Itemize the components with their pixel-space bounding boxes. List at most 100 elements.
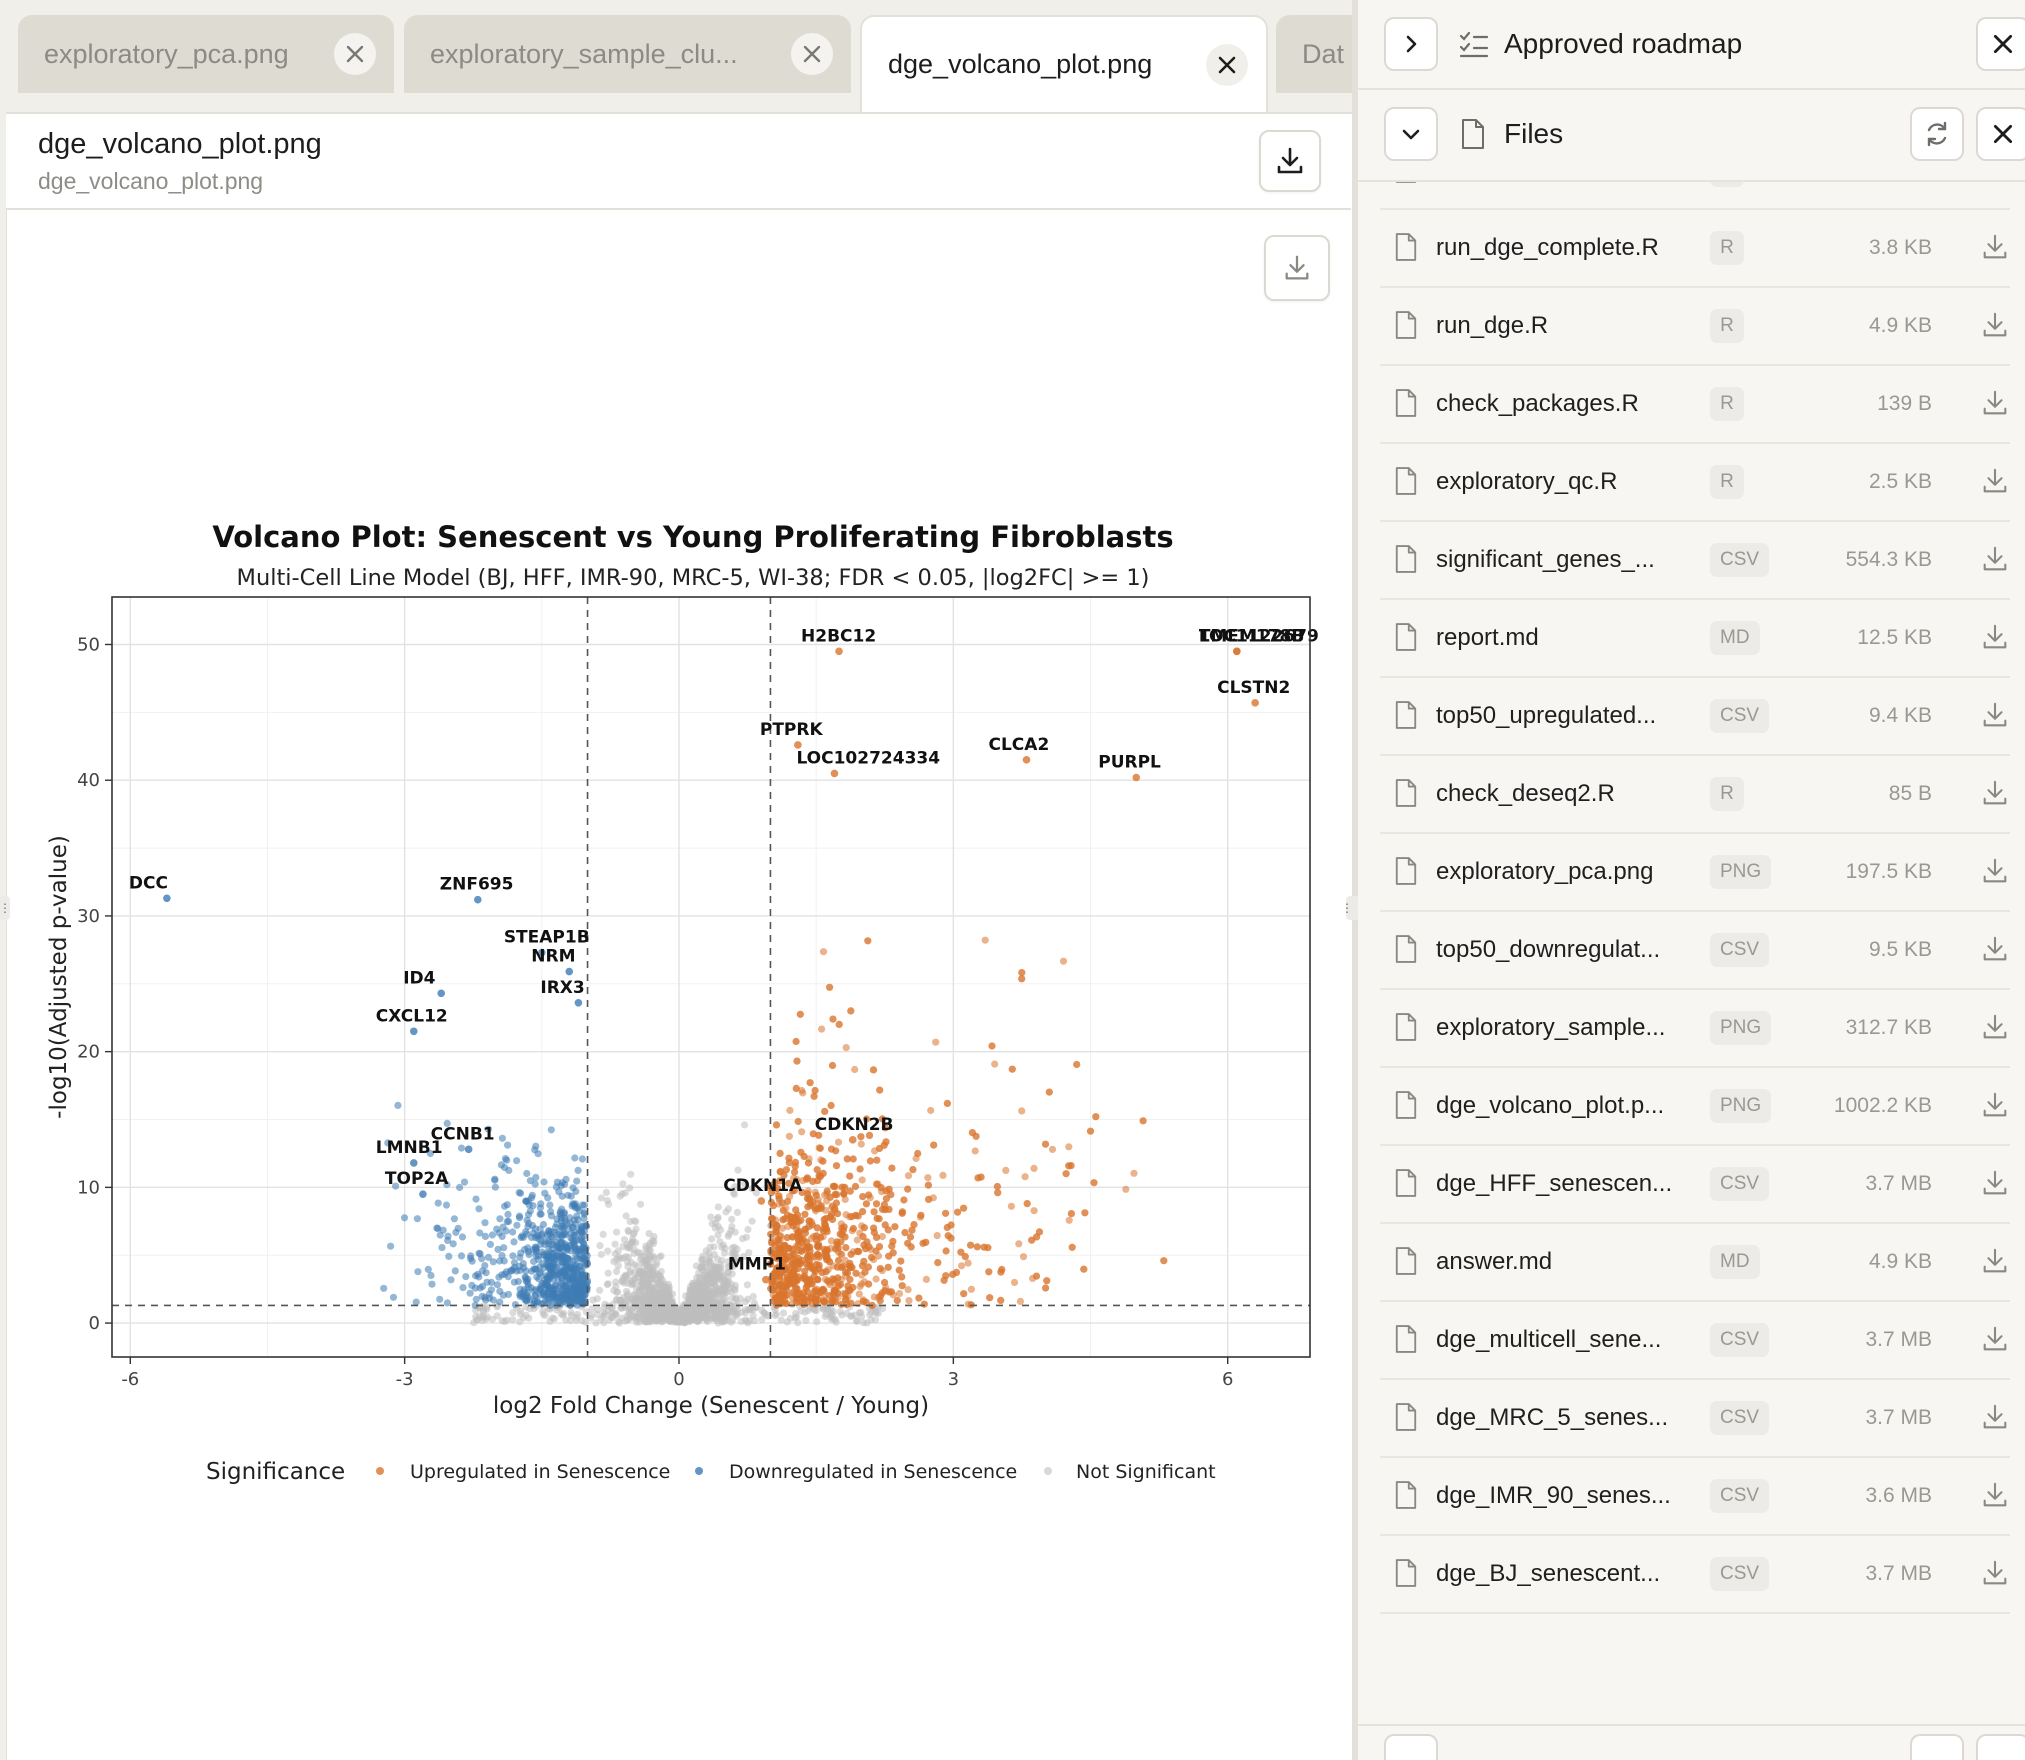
file-row[interactable]: dge_MRC_5_senes... CSV 3.7 MB	[1380, 1380, 2010, 1458]
point-downregulated	[380, 1284, 388, 1292]
download-icon[interactable]	[1980, 1324, 2010, 1359]
close-icon[interactable]	[1206, 43, 1248, 86]
file-row[interactable]: dge_IMR_90_senes... CSV 3.6 MB	[1380, 1458, 2010, 1536]
download-icon[interactable]	[1980, 1402, 2010, 1437]
download-icon[interactable]	[1980, 1558, 2010, 1593]
point-not-significant	[597, 1250, 605, 1259]
gene-label: CDKN2B	[815, 1115, 894, 1135]
point-upregulated	[831, 1190, 839, 1199]
point-downregulated	[457, 1252, 466, 1260]
image-download-button[interactable]	[1264, 235, 1330, 301]
point-downregulated	[538, 1300, 546, 1308]
point-downregulated	[516, 1291, 524, 1299]
gene-label: IRX3	[540, 978, 584, 998]
point-upregulated	[812, 1191, 820, 1199]
gene-label: MMP1	[728, 1255, 786, 1275]
point-not-significant	[619, 1180, 627, 1188]
drag-handle-icon[interactable]: ⋮	[0, 896, 11, 920]
point-not-significant	[587, 1314, 595, 1322]
point-not-significant	[567, 1317, 575, 1325]
tab-dge-volcano-plot[interactable]: dge_volcano_plot.png	[860, 15, 1268, 112]
close-icon[interactable]	[791, 33, 833, 75]
download-icon[interactable]	[1980, 1168, 2010, 1203]
file-row[interactable]: dge_multicell_sene... CSV 3.7 MB	[1380, 1302, 2010, 1380]
point-not-significant	[706, 1243, 714, 1251]
point-downregulated	[511, 1301, 519, 1309]
bottom-section-header	[1358, 1724, 2025, 1760]
point-upregulated	[1042, 1284, 1050, 1292]
download-icon[interactable]	[1980, 778, 2010, 813]
file-row[interactable]: top50_upregulated... CSV 9.4 KB	[1380, 678, 2010, 756]
close-icon[interactable]	[334, 33, 376, 75]
download-icon[interactable]	[1980, 934, 2010, 969]
point-downregulated	[496, 1215, 504, 1223]
point-downregulated	[487, 1286, 495, 1294]
point-not-significant	[560, 1309, 568, 1317]
file-row[interactable]: answer.md MD 4.9 KB	[1380, 1224, 2010, 1302]
download-button[interactable]	[1259, 130, 1321, 192]
close-roadmap-button[interactable]	[1976, 17, 2025, 71]
download-icon[interactable]	[1980, 466, 2010, 501]
download-icon[interactable]	[1980, 622, 2010, 657]
close-files-button[interactable]	[1976, 107, 2025, 161]
download-icon[interactable]	[1980, 700, 2010, 735]
point-downregulated	[487, 1278, 496, 1286]
point-not-significant	[621, 1303, 629, 1311]
point-downregulated	[536, 1204, 544, 1212]
point-upregulated	[855, 1290, 863, 1298]
point-upregulated	[1018, 975, 1026, 983]
point-not-significant	[730, 1251, 738, 1259]
file-row[interactable]: dge_BJ_senescent... CSV 3.7 MB	[1380, 1536, 2010, 1614]
point-upregulated	[859, 1193, 867, 1201]
refresh-files-button[interactable]	[1910, 107, 1964, 161]
expand-section-button[interactable]	[1384, 1734, 1438, 1760]
collapse-files-button[interactable]	[1384, 107, 1438, 161]
gene-label: CXCL12	[376, 1006, 448, 1026]
point-downregulated	[563, 1245, 571, 1253]
point-upregulated	[807, 1262, 815, 1270]
file-row[interactable]: run_dge_complete.R R 3.8 KB	[1380, 210, 2010, 288]
point-upregulated	[808, 1293, 816, 1301]
download-icon[interactable]	[1980, 1012, 2010, 1047]
file-row[interactable]: check_packages.R R 139 B	[1380, 366, 2010, 444]
close-section-button[interactable]	[1976, 1734, 2025, 1760]
file-type-badge: R	[1710, 777, 1744, 811]
tab-exploratory-pca[interactable]: exploratory_pca.png	[18, 15, 394, 93]
point-upregulated	[815, 1253, 823, 1261]
panel-splitter[interactable]	[1352, 0, 1358, 1760]
tab-exploratory-sample-clustering[interactable]: exploratory_sample_clu...	[404, 15, 851, 93]
point-upregulated	[828, 1061, 837, 1070]
download-icon[interactable]	[1980, 1090, 2010, 1125]
file-row[interactable]: top50_downregulat... CSV 9.5 KB	[1380, 912, 2010, 990]
expand-roadmap-button[interactable]	[1384, 17, 1438, 71]
file-row[interactable]: dge_volcano_plot.p... PNG 1002.2 KB	[1380, 1068, 2010, 1146]
file-row[interactable]: run_dge.R R 4.9 KB	[1380, 288, 2010, 366]
file-row[interactable]: dge_HFF_senescen... CSV 3.7 MB	[1380, 1146, 2010, 1224]
download-icon[interactable]	[1980, 232, 2010, 267]
point-not-significant	[727, 1318, 735, 1326]
refresh-section-button[interactable]	[1910, 1734, 1964, 1760]
point-upregulated	[849, 1155, 857, 1163]
point-not-significant	[620, 1236, 629, 1244]
download-icon[interactable]	[1980, 1480, 2010, 1515]
file-row[interactable]: check_deseq2.R R 85 B	[1380, 756, 2010, 834]
download-icon[interactable]	[1980, 856, 2010, 891]
download-icon[interactable]	[1980, 544, 2010, 579]
point-downregulated	[498, 1232, 506, 1241]
point-not-significant	[746, 1305, 754, 1314]
file-row[interactable]: report.md MD 12.5 KB	[1380, 600, 2010, 678]
tab-data[interactable]: Dat	[1276, 15, 1356, 93]
point-not-significant	[731, 1286, 739, 1294]
point-upregulated	[856, 1165, 864, 1173]
point-downregulated	[524, 1244, 532, 1252]
download-icon[interactable]	[1980, 388, 2010, 423]
point-upregulated	[842, 1244, 850, 1252]
download-icon[interactable]	[1980, 310, 2010, 345]
file-row[interactable]: exploratory_qc.R R 2.5 KB	[1380, 444, 2010, 522]
file-row[interactable]: significant_genes_... CSV 554.3 KB	[1380, 522, 2010, 600]
download-icon[interactable]	[1980, 1246, 2010, 1281]
point-upregulated	[826, 1213, 835, 1221]
file-row[interactable]: exploratory_pca.png PNG 197.5 KB	[1380, 834, 2010, 912]
point-upregulated	[842, 1268, 850, 1276]
file-row[interactable]: exploratory_sample... PNG 312.7 KB	[1380, 990, 2010, 1068]
